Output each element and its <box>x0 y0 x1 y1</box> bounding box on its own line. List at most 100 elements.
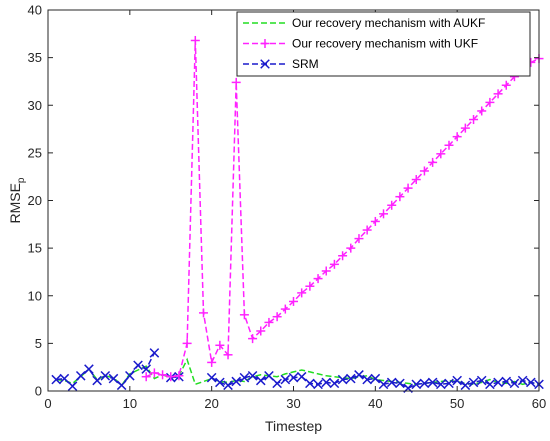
data-point-ukf <box>256 326 266 336</box>
data-point-ukf <box>493 89 503 99</box>
data-point-srm-stroke <box>239 372 250 383</box>
data-point-srm <box>386 377 397 388</box>
data-point-srm-stroke <box>231 376 242 387</box>
data-point-srm-stroke <box>485 379 495 390</box>
data-point-srm <box>149 348 160 358</box>
data-point-ukf <box>403 183 413 193</box>
data-point-ukf <box>444 140 454 150</box>
data-point-srm-stroke <box>476 375 487 386</box>
data-point-srm-stroke <box>526 377 536 388</box>
axis-ticks: 0 10 20 30 40 50 60 0 5 10 15 20 25 30 35 40 <box>28 3 547 412</box>
data-point-srm-stroke <box>444 378 454 389</box>
y-tick-label: 20 <box>28 193 42 208</box>
data-point-srm-stroke <box>305 378 315 389</box>
data-point-ukf <box>411 175 421 185</box>
data-point-ukf <box>329 259 339 269</box>
x-tick-label: 50 <box>450 396 464 411</box>
data-point-srm-stroke <box>149 348 160 358</box>
x-tick-label: 0 <box>44 396 51 411</box>
data-point-srm <box>231 376 242 387</box>
data-point-srm-stroke <box>84 364 94 374</box>
data-point-ukf <box>419 166 429 176</box>
data-point-srm-stroke <box>329 378 340 389</box>
data-point-srm <box>223 380 233 391</box>
series-srm <box>51 348 544 393</box>
data-point-ukf <box>231 77 241 87</box>
data-point-ukf <box>452 132 462 142</box>
data-point-ukf <box>141 372 151 382</box>
data-point-srm-stroke <box>370 373 381 384</box>
x-tick-label: 10 <box>123 396 137 411</box>
data-point-srm-stroke <box>468 377 479 388</box>
series-aukf <box>56 357 540 387</box>
data-point-srm-stroke <box>395 378 405 389</box>
data-point-ukf <box>166 372 176 382</box>
y-tick-label: 15 <box>28 241 42 256</box>
data-point-srm-stroke <box>67 381 78 392</box>
data-point-ukf <box>305 281 315 291</box>
data-point-srm-stroke <box>288 372 299 383</box>
data-point-ukf <box>485 97 495 107</box>
data-point-srm <box>141 364 152 374</box>
data-point-srm <box>485 379 495 390</box>
data-point-srm-stroke <box>100 370 111 381</box>
y-axis-label-subscript: p <box>16 177 27 183</box>
data-point-srm <box>288 372 299 383</box>
data-point-srm <box>59 373 70 384</box>
data-point-ukf <box>436 149 446 159</box>
data-point-srm-stroke <box>92 375 102 386</box>
data-point-srm <box>206 372 217 383</box>
y-axis-label: RMSEp <box>7 177 27 223</box>
data-point-srm-stroke <box>321 377 332 388</box>
data-point-srm-stroke <box>517 375 528 386</box>
data-point-srm <box>305 378 315 389</box>
data-point-ukf <box>379 209 389 219</box>
data-point-srm <box>354 370 364 380</box>
data-point-ukf <box>387 200 397 210</box>
data-point-srm <box>370 373 381 384</box>
data-point-srm <box>444 378 454 389</box>
data-point-srm-stroke <box>223 380 233 391</box>
x-tick-label: 30 <box>286 396 300 411</box>
data-point-srm-stroke <box>215 377 225 388</box>
x-tick-label: 40 <box>368 396 382 411</box>
data-point-srm-stroke <box>419 378 430 389</box>
data-point-srm <box>75 370 86 381</box>
data-point-ukf <box>182 338 192 348</box>
data-point-ukf <box>395 192 405 202</box>
y-tick-label: 5 <box>35 336 42 351</box>
data-point-srm-stroke <box>354 370 364 380</box>
data-point-srm <box>116 380 127 391</box>
data-point-ukf <box>313 274 323 284</box>
data-point-srm-stroke <box>272 378 282 389</box>
x-axis-label: Timestep <box>265 418 322 434</box>
data-point-ukf <box>215 340 225 350</box>
data-point-ukf <box>501 80 511 90</box>
data-point-srm <box>517 375 528 386</box>
data-point-ukf <box>428 157 438 167</box>
series-line-aukf <box>56 357 540 387</box>
legend-box <box>236 11 531 77</box>
data-point-srm-stroke <box>206 372 217 383</box>
data-point-srm-stroke <box>386 377 397 388</box>
data-point-srm <box>435 379 446 390</box>
data-point-ukf <box>346 243 356 253</box>
data-point-srm <box>501 376 512 387</box>
data-point-srm-stroke <box>116 380 127 391</box>
data-point-srm <box>108 373 119 384</box>
data-point-srm-stroke <box>411 379 422 390</box>
data-point-srm-stroke <box>59 373 70 384</box>
data-point-srm <box>321 377 332 388</box>
data-point-srm <box>264 370 274 381</box>
data-point-srm <box>526 377 536 388</box>
x-tick-label: 20 <box>204 396 218 411</box>
series-ukf <box>141 35 544 382</box>
data-point-srm-stroke <box>264 370 274 381</box>
data-point-srm <box>378 379 389 390</box>
data-point-srm-stroke <box>460 380 471 391</box>
data-point-ukf <box>280 304 290 314</box>
legend: Our recovery mechanism with AUKF Our reco… <box>236 11 531 77</box>
data-point-srm <box>296 371 307 382</box>
data-point-ukf <box>264 317 274 327</box>
